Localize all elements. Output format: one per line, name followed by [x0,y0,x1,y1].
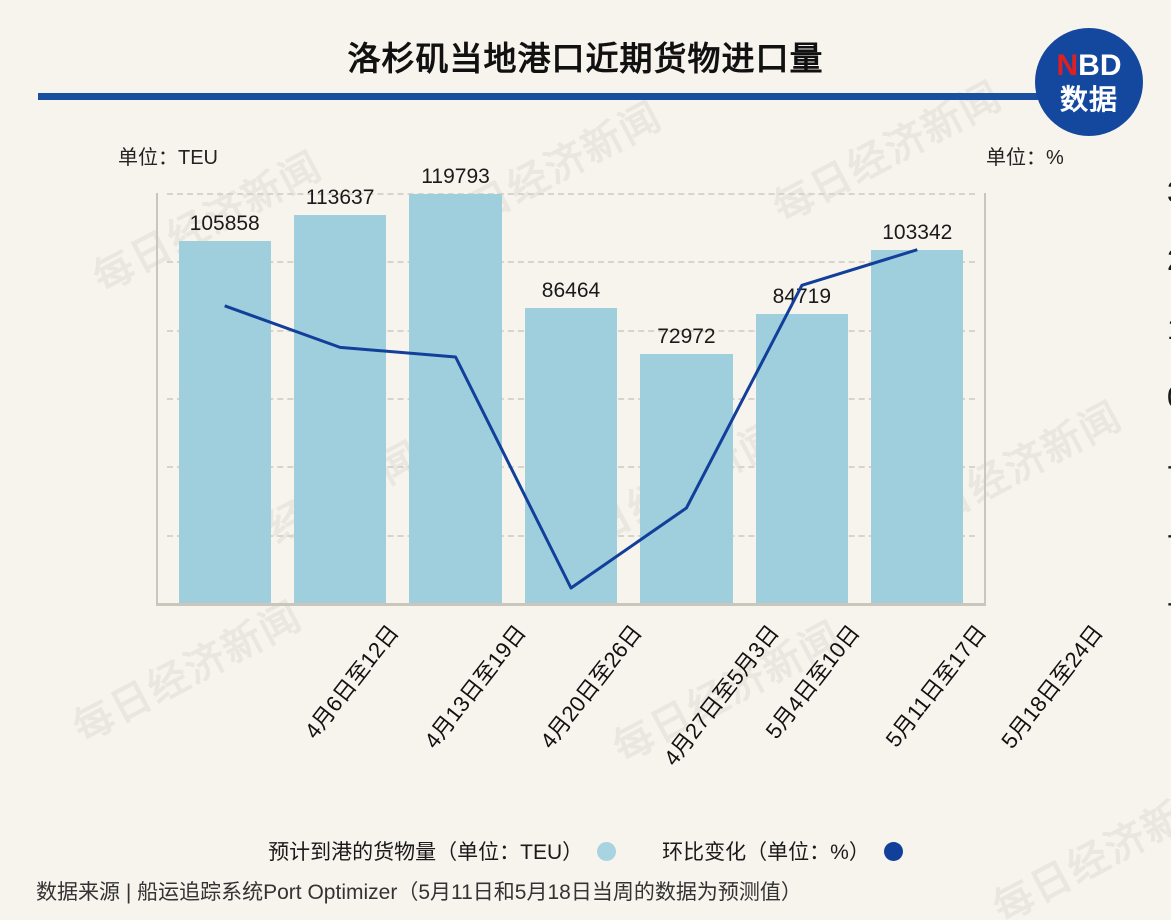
title-underline [38,93,1038,100]
bar-value-label: 84719 [772,284,832,308]
bar[interactable] [409,193,502,603]
line-path [224,248,918,590]
bar-value-label: 119793 [421,164,490,188]
x-axis-tick-label: 5月11日至17日 [880,620,992,752]
nbd-logo: NBD 数据 [1035,28,1143,136]
y2-axis-tick-label: -30 [1167,586,1171,620]
legend-swatch-line [883,841,903,861]
bar[interactable] [755,313,848,603]
x-axis-tick-label: 4月20日至26日 [534,620,647,754]
source-note: 数据来源 | 船运追踪系统Port Optimizer（5月11日和5月18日当… [36,881,802,904]
legend-swatch-bars [597,841,617,861]
bar[interactable] [178,241,271,603]
left-axis-line [156,193,158,603]
plot-area: 020,00040,00060,00080,000100,000120,000-… [156,165,1171,770]
legend: 预计到港的货物量（单位：TEU） 环比变化（单位：%） [0,836,1171,866]
x-axis-tick-label: 4月13日至19日 [419,620,531,754]
bar[interactable] [640,353,733,603]
bar-value-label: 103342 [882,220,953,244]
x-axis-tick-label: 4月6日至12日 [299,620,404,744]
y2-axis-tick-label: 0 [1167,381,1171,415]
x-axis-tick-label: 5月18日至24日 [996,620,1109,754]
logo-latin: NBD [1056,48,1122,82]
bar-value-label: 105858 [189,212,260,236]
bar-value-label: 86464 [541,278,601,302]
bar[interactable] [524,307,618,603]
legend-label-line: 环比变化（单位：%） [662,841,870,864]
x-axis-line [156,603,986,606]
right-axis-line [984,193,986,603]
y2-axis-tick-label: -10 [1167,449,1171,483]
y2-axis-tick-label: -20 [1167,518,1171,552]
y2-axis-tick-label: 30 [1167,176,1171,210]
gridline [167,261,975,264]
y2-axis-tick-label: 10 [1167,313,1171,347]
bar[interactable] [871,249,964,603]
bar[interactable] [293,214,387,603]
gridline [167,193,975,195]
x-axis-tick-label: 4月27日至5月3日 [658,620,784,771]
legend-label-bars: 预计到港的货物量（单位：TEU） [268,841,584,864]
left-axis-unit: 单位：TEU [118,147,218,169]
logo-cn: 数据 [1059,83,1118,115]
right-axis-unit: 单位：% [986,147,1064,169]
logo-letter-n: N [1056,48,1079,82]
bar-value-label: 72972 [657,324,716,348]
logo-letters-bd: BD [1078,48,1122,82]
page-title: 洛杉矶当地港口近期货物进口量 [347,40,824,77]
bar-value-label: 113637 [305,185,375,209]
y2-axis-tick-label: 20 [1167,244,1171,278]
line-series [224,248,918,590]
